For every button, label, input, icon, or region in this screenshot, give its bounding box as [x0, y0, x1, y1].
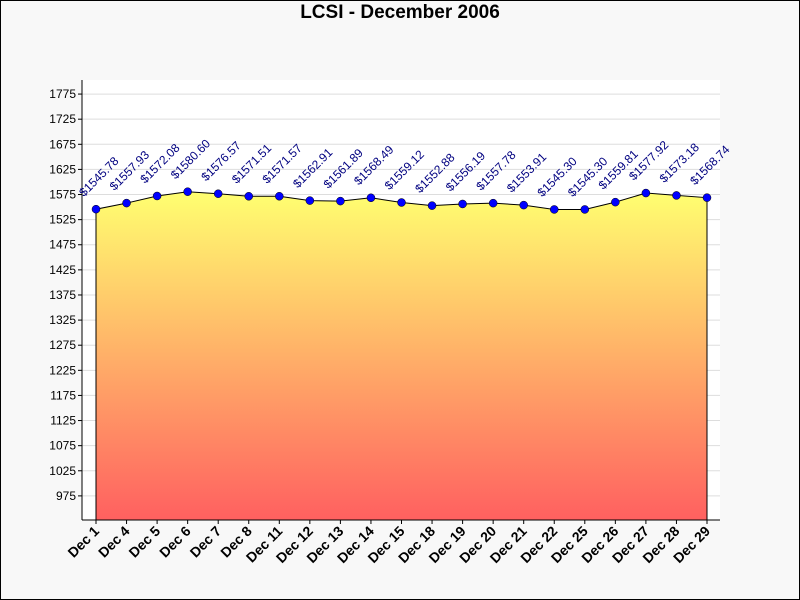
- y-tick-label: 1625: [49, 162, 76, 176]
- data-point: [702, 193, 712, 202]
- data-point: [519, 200, 528, 210]
- data-point: [244, 192, 253, 201]
- y-tick-label: 1675: [49, 137, 76, 151]
- data-point: [397, 198, 406, 207]
- data-point: [122, 198, 131, 208]
- data-point: [427, 201, 437, 210]
- x-tick-label: Dec 5: [125, 523, 163, 561]
- data-point: [152, 191, 162, 201]
- x-tick-label: Dec 7: [187, 523, 225, 561]
- data-point: [672, 191, 681, 200]
- area-fill: [95, 191, 708, 521]
- x-tick-label: Dec 4: [95, 523, 133, 561]
- y-tick-label: 1475: [49, 238, 76, 252]
- data-point: [366, 193, 376, 203]
- y-tick-label: 1575: [49, 188, 76, 202]
- data-point: [458, 199, 467, 209]
- data-point: [305, 196, 315, 205]
- chart-title: LCSI - December 2006: [300, 2, 500, 23]
- y-tick-label: 975: [56, 489, 76, 503]
- y-tick-label: 1525: [49, 213, 76, 227]
- data-point: [91, 204, 101, 214]
- data-point: [213, 189, 223, 198]
- x-tick-label: Dec 1: [64, 523, 102, 561]
- y-tick-label: 1125: [50, 414, 76, 428]
- y-tick-label: 1375: [49, 288, 76, 302]
- y-tick-label: 1225: [49, 363, 76, 377]
- y-tick-label: 1725: [49, 112, 76, 126]
- data-point: [611, 197, 620, 207]
- x-tick-label: Dec 6: [156, 523, 194, 561]
- data-point: [550, 205, 559, 214]
- y-tick-label: 1425: [49, 263, 76, 277]
- y-tick-label: 1325: [49, 313, 76, 327]
- data-point: [336, 196, 345, 206]
- data-point: [183, 187, 192, 196]
- y-tick-label: 1075: [49, 439, 76, 453]
- data-point: [275, 191, 284, 201]
- y-tick-label: 1275: [49, 338, 76, 352]
- data-point: [580, 205, 590, 214]
- y-tick-label: 1025: [49, 464, 76, 478]
- data-point: [488, 198, 498, 208]
- data-point: [641, 188, 651, 198]
- y-tick-label: 1775: [49, 87, 76, 101]
- y-tick-label: 1175: [50, 388, 76, 402]
